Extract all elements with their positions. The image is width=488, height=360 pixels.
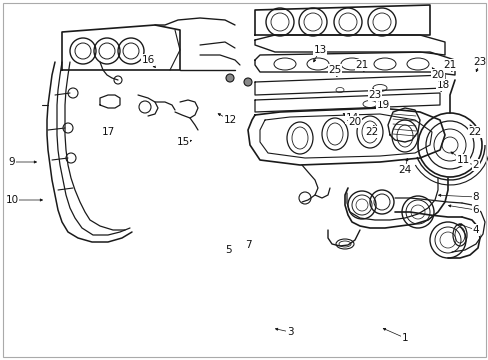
Text: 11: 11 bbox=[455, 155, 468, 165]
Text: 21: 21 bbox=[443, 60, 456, 70]
Text: 22: 22 bbox=[365, 127, 378, 137]
Text: 20: 20 bbox=[430, 70, 444, 80]
Text: 2: 2 bbox=[472, 160, 478, 170]
Text: 1: 1 bbox=[401, 333, 407, 343]
Text: 7: 7 bbox=[244, 240, 251, 250]
Text: 13: 13 bbox=[313, 45, 326, 55]
Text: 12: 12 bbox=[223, 115, 236, 125]
Circle shape bbox=[244, 78, 251, 86]
Text: 22: 22 bbox=[468, 127, 481, 137]
Text: 15: 15 bbox=[176, 137, 189, 147]
Text: 10: 10 bbox=[5, 195, 19, 205]
Text: 6: 6 bbox=[472, 205, 478, 215]
Text: 9: 9 bbox=[9, 157, 15, 167]
Text: 5: 5 bbox=[224, 245, 231, 255]
Text: 24: 24 bbox=[398, 165, 411, 175]
Text: 21: 21 bbox=[355, 60, 368, 70]
Text: 14: 14 bbox=[345, 113, 358, 123]
Text: 8: 8 bbox=[472, 192, 478, 202]
Text: 20: 20 bbox=[348, 117, 361, 127]
Text: 23: 23 bbox=[472, 57, 486, 67]
Text: 23: 23 bbox=[367, 90, 381, 100]
Text: 17: 17 bbox=[101, 127, 114, 137]
Text: 25: 25 bbox=[328, 65, 341, 75]
Text: 18: 18 bbox=[435, 80, 448, 90]
Circle shape bbox=[225, 74, 234, 82]
Text: 16: 16 bbox=[141, 55, 154, 65]
Text: 4: 4 bbox=[472, 225, 478, 235]
Text: 19: 19 bbox=[376, 100, 389, 110]
Text: 3: 3 bbox=[286, 327, 293, 337]
